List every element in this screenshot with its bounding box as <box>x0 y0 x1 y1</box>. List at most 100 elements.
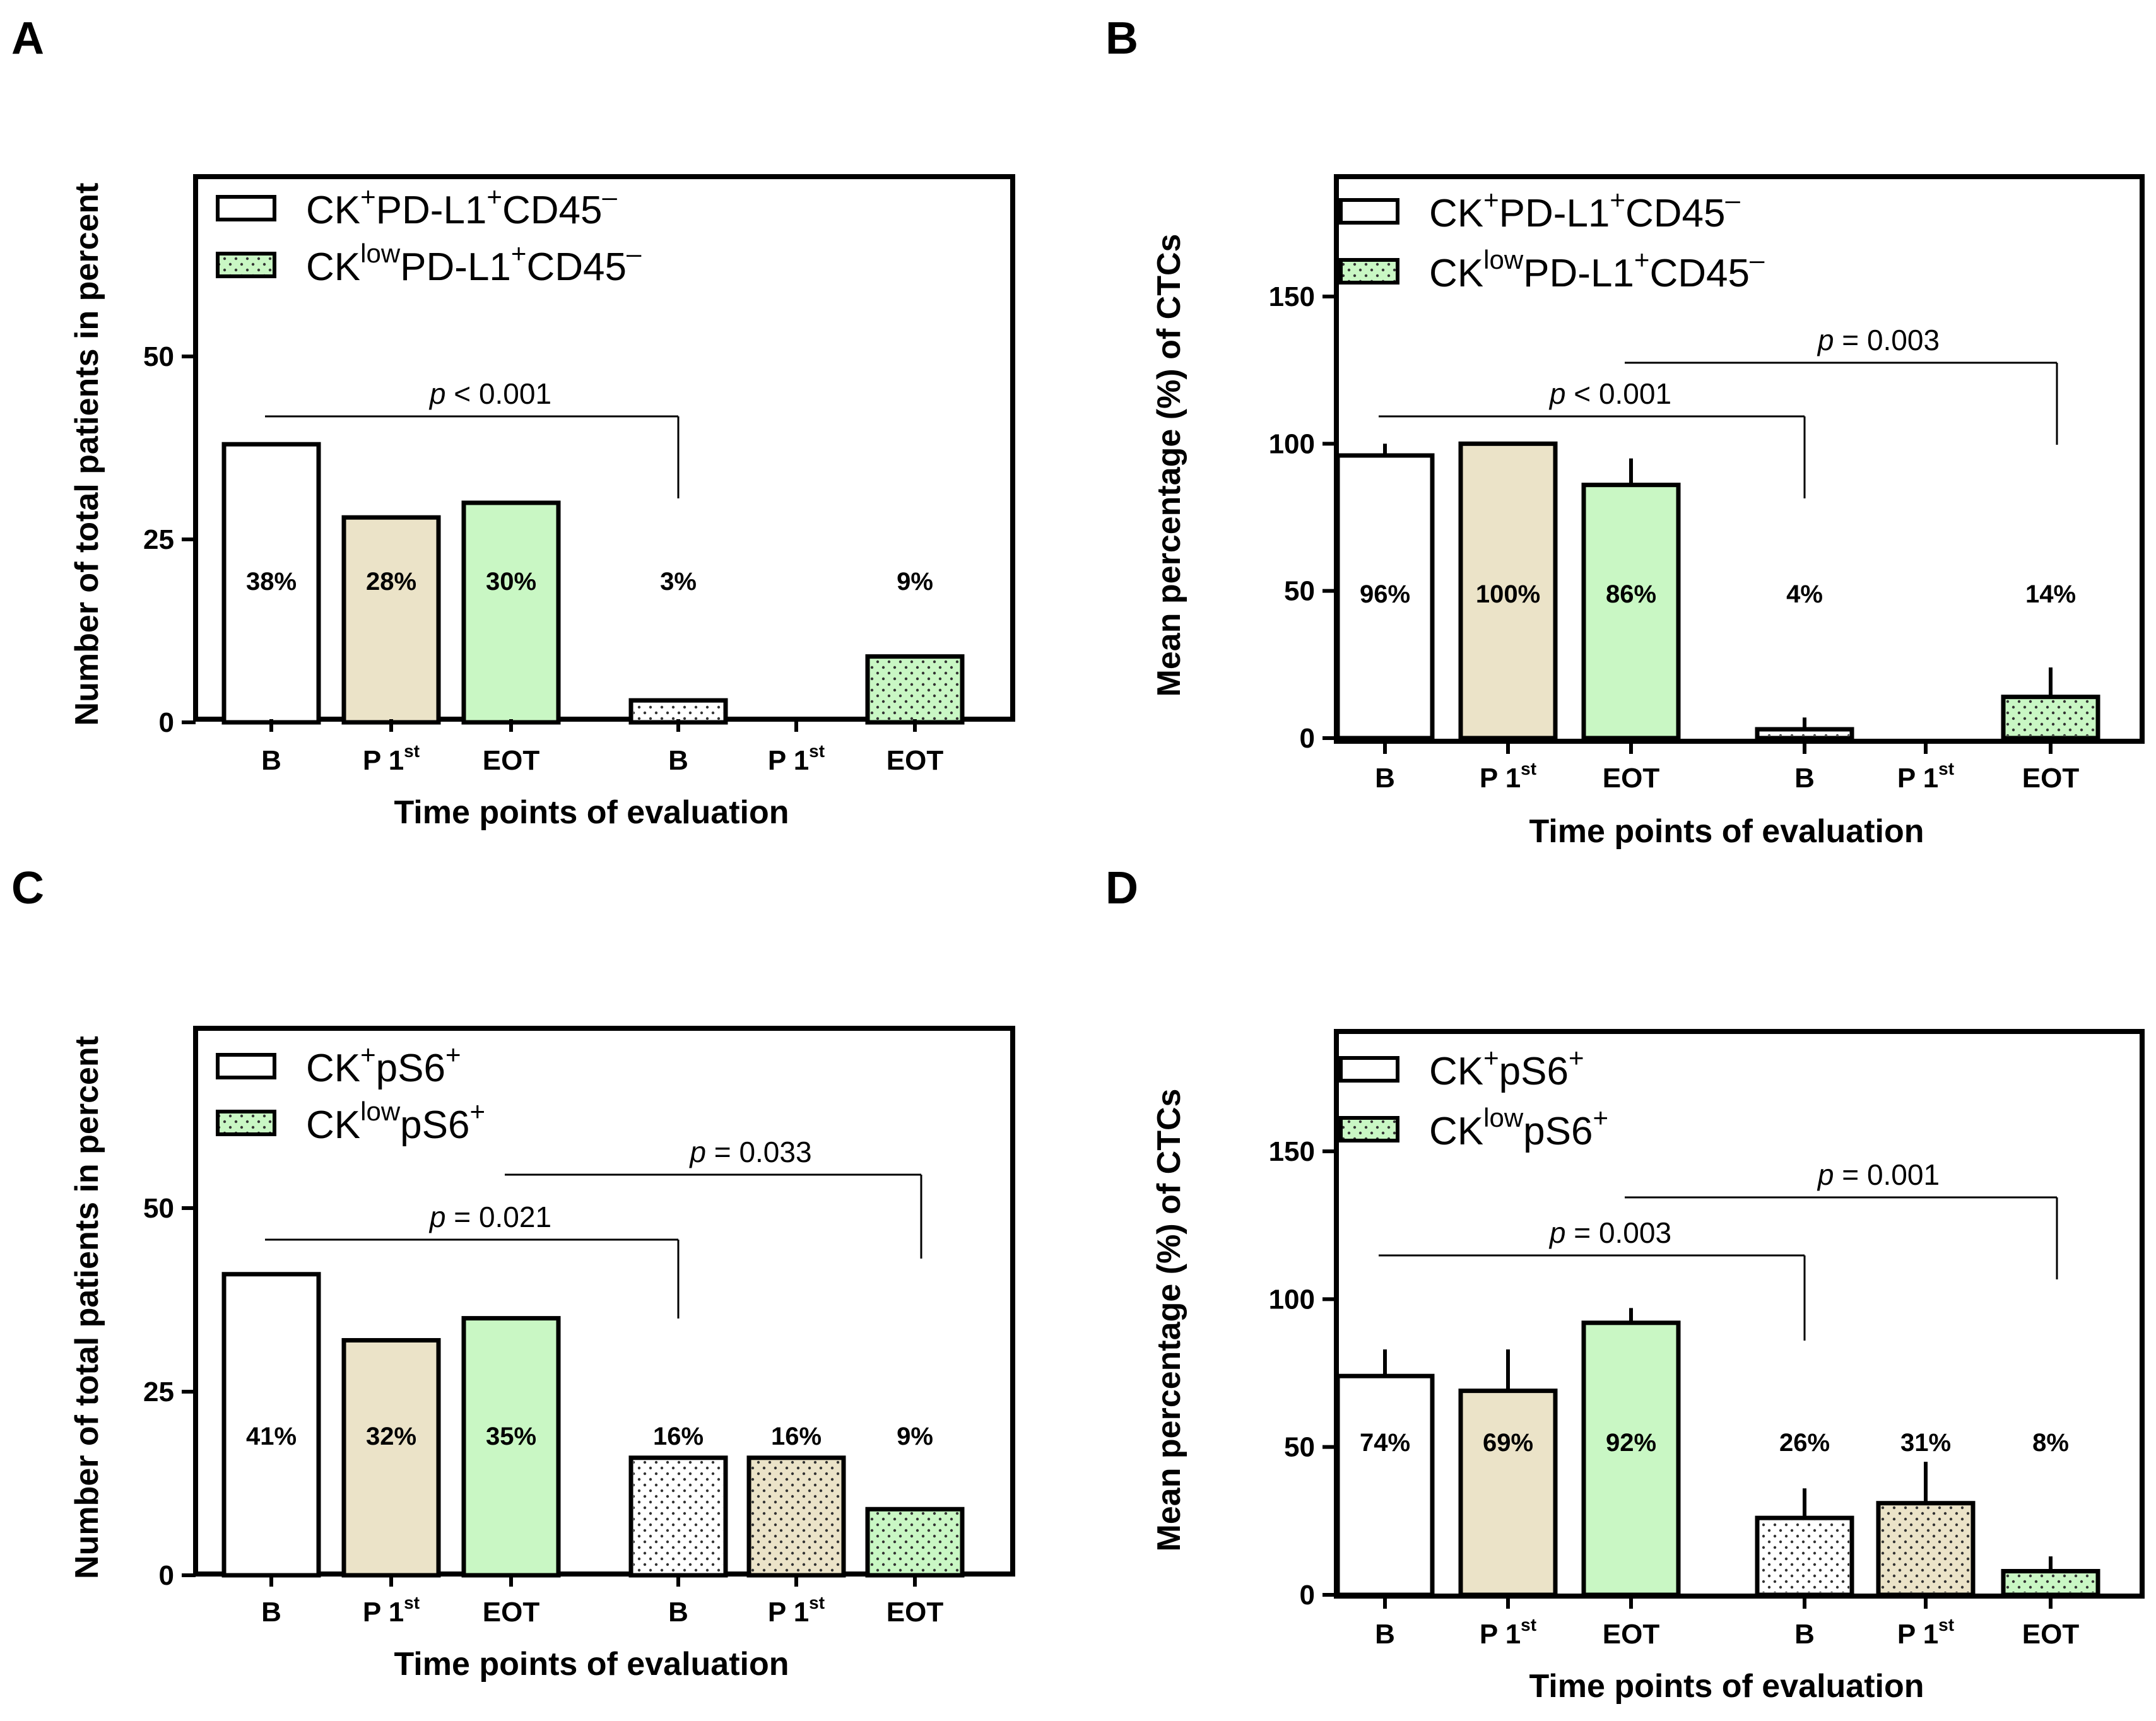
legend-part: CK <box>306 1047 360 1090</box>
p-value-text: = 0.033 <box>706 1136 812 1168</box>
bar-pattern <box>2006 699 2095 736</box>
x-tick-main: P 1 <box>768 745 809 776</box>
x-tick-main: P 1 <box>363 745 404 776</box>
p-symbol: p <box>428 377 446 410</box>
bar <box>461 500 561 725</box>
legend-swatch-pattern <box>1343 262 1396 281</box>
x-tick-label: P 1st <box>1897 759 1954 794</box>
legend-part: pS6 <box>1523 1110 1593 1153</box>
bar-pattern <box>870 1512 960 1573</box>
y-tick-label: 0 <box>159 707 174 738</box>
panel-D: D 0 50 100 150 Mean percentage (%) of CTCs Tim… <box>1105 863 2145 1705</box>
legend-part: – <box>1750 245 1765 274</box>
y-tick-label: 150 <box>1269 1136 1315 1167</box>
y-axis-title: Number of total patients in percent <box>69 183 105 726</box>
x-tick-label: EOT <box>483 745 540 776</box>
legend-part: CK <box>1429 192 1483 235</box>
legend-entry: CKlowpS6+ <box>306 1096 485 1147</box>
plot-frame <box>1334 1029 2145 1599</box>
p-value-text: = 0.001 <box>1834 1158 1940 1191</box>
y-tick-label: 0 <box>159 1560 174 1591</box>
x-tick-sup: st <box>1938 1615 1954 1635</box>
legend-part: pS6 <box>376 1047 445 1090</box>
p-value-text: < 0.001 <box>446 377 552 410</box>
x-tick-sup: st <box>1521 759 1536 778</box>
plot-frame <box>193 174 1015 722</box>
p-value-label: p = 0.003 <box>1817 324 1940 356</box>
legend-part: – <box>627 238 642 268</box>
x-tick-label: EOT <box>483 1597 540 1628</box>
legend-entry: CKlowPD-L1+CD45– <box>306 238 642 289</box>
bar <box>1458 441 1558 741</box>
data-label: 35% <box>486 1423 536 1450</box>
bar-pattern <box>1881 1505 1970 1592</box>
legend-part: + <box>1483 185 1499 214</box>
y-tick-label: 100 <box>1269 428 1315 459</box>
p-value-label: p < 0.001 <box>1548 377 1671 410</box>
bar <box>1581 483 1681 741</box>
y-axis-title: Mean percentage (%) of CTCs <box>1151 1089 1187 1552</box>
x-tick-sup: st <box>809 1593 825 1612</box>
data-label: 69% <box>1483 1429 1533 1457</box>
y-tick-label: 25 <box>143 524 174 555</box>
x-tick-label: P 1st <box>768 741 825 776</box>
legend-part: low <box>360 1096 401 1126</box>
legend-part: + <box>1483 1043 1499 1072</box>
x-tick-label: P 1st <box>1897 1615 1954 1650</box>
y-tick-label: 50 <box>1284 576 1315 607</box>
bar-pattern <box>2006 1573 2095 1592</box>
legend-part: + <box>486 182 502 211</box>
x-tick-main: P 1 <box>768 1597 809 1628</box>
x-tick-label: P 1st <box>363 1593 420 1628</box>
panel-C: C 0 25 50 Number of total patients in percen… <box>11 863 1015 1683</box>
legend-part: PD-L1 <box>400 245 511 289</box>
bar-pattern <box>751 1460 841 1573</box>
data-label: 9% <box>897 1423 933 1450</box>
plot-frame <box>193 1026 1015 1577</box>
p-symbol: p <box>1548 1216 1566 1249</box>
legend-part: + <box>360 1040 376 1069</box>
x-tick-label: B <box>261 745 281 776</box>
legend-part: CD45 <box>1649 252 1750 295</box>
legend-part: CK <box>1429 1110 1483 1153</box>
panel-A: A 0 25 50 Number of total patients in percen… <box>11 13 1015 831</box>
legend-part: CK <box>1429 252 1483 295</box>
x-tick-label: EOT <box>2022 763 2080 794</box>
legend-part: + <box>445 1040 461 1069</box>
legend-part: + <box>1569 1043 1584 1072</box>
x-tick-sup: st <box>404 1593 420 1612</box>
legend-part: CK <box>306 1103 360 1147</box>
legend-part: pS6 <box>1499 1050 1569 1093</box>
bar-pattern <box>870 659 960 720</box>
p-symbol: p <box>1548 377 1566 410</box>
p-value-text: = 0.003 <box>1834 324 1940 356</box>
x-tick-label: B <box>1794 1619 1815 1650</box>
bar-pattern <box>633 1460 723 1573</box>
legend-part: + <box>511 238 527 268</box>
x-tick-label: P 1st <box>363 741 420 776</box>
legend-swatch-pattern <box>220 1113 273 1132</box>
bar <box>221 1272 321 1578</box>
y-tick-label: 0 <box>1300 1580 1315 1611</box>
bar <box>1335 1373 1435 1597</box>
legend-swatch <box>1339 1056 1399 1083</box>
data-label: 96% <box>1360 580 1410 608</box>
bar <box>1581 1320 1681 1597</box>
legend-part: pS6 <box>400 1103 469 1147</box>
data-label: 32% <box>366 1423 416 1450</box>
y-tick-label: 50 <box>1284 1432 1315 1463</box>
legend-part: + <box>1593 1103 1609 1132</box>
y-tick-label: 100 <box>1269 1284 1315 1315</box>
x-axis-title: Time points of evaluation <box>1529 1668 1924 1705</box>
panel-letter: D <box>1105 863 1138 913</box>
y-tick-label: 50 <box>143 1193 174 1224</box>
p-value-text: = 0.021 <box>446 1201 552 1233</box>
x-tick-sup: st <box>1521 1615 1536 1635</box>
bar-pattern <box>1760 732 1849 736</box>
data-label: 92% <box>1606 1429 1656 1457</box>
data-label: 26% <box>1779 1429 1830 1457</box>
y-axis-title: Number of total patients in percent <box>69 1036 105 1579</box>
x-tick-sup: st <box>404 741 420 761</box>
x-tick-label: EOT <box>1603 763 1660 794</box>
